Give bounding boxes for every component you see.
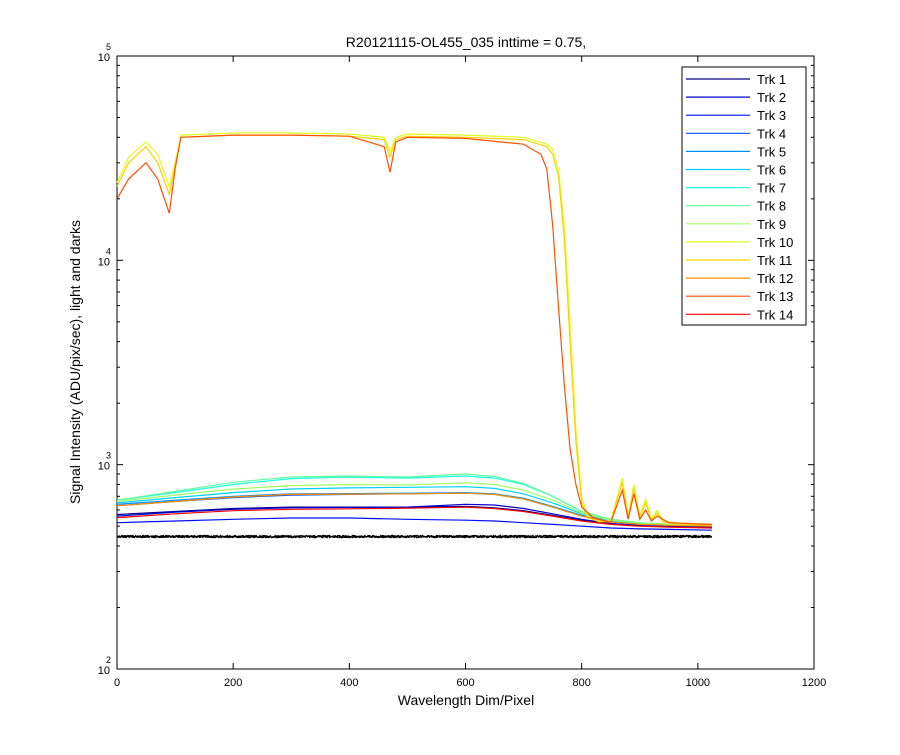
series-line-trk-14 bbox=[116, 506, 712, 529]
y-tick-exponent: 2 bbox=[106, 655, 111, 665]
legend-label: Trk 4 bbox=[757, 126, 786, 141]
x-tick-label: 400 bbox=[340, 677, 358, 689]
series-line-trk-3 bbox=[116, 517, 712, 531]
legend-label: Trk 1 bbox=[757, 72, 786, 87]
y-tick-label: 10 bbox=[98, 256, 110, 268]
x-tick-label: 800 bbox=[572, 677, 590, 689]
axis-ticks bbox=[116, 55, 815, 670]
legend-label: Trk 5 bbox=[757, 144, 786, 159]
legend-label: Trk 12 bbox=[757, 271, 793, 286]
legend-label: Trk 6 bbox=[757, 163, 786, 178]
y-axis-label: Signal Intensity (ADU/pix/sec), light an… bbox=[67, 220, 83, 504]
series-line-trk-12 bbox=[116, 492, 712, 527]
y-tick-exponent: 3 bbox=[106, 451, 111, 461]
dark-trace-line bbox=[116, 534, 713, 539]
legend-label: Trk 10 bbox=[757, 235, 793, 250]
x-tick-labels: 0 200 400 600 800 1000 1200 bbox=[114, 677, 826, 689]
x-axis-label: Wavelength Dim/Pixel bbox=[398, 692, 534, 708]
chart-title: R20121115-OL455_035 inttime = 0.75, bbox=[346, 34, 586, 50]
x-tick-label: 600 bbox=[456, 677, 474, 689]
x-tick-label: 0 bbox=[114, 677, 120, 689]
legend-label: Trk 7 bbox=[757, 181, 786, 196]
legend-label: Trk 11 bbox=[757, 253, 792, 268]
legend-label: Trk 13 bbox=[757, 289, 793, 304]
legend-box bbox=[681, 66, 807, 326]
x-tick-label: 1200 bbox=[802, 677, 826, 689]
y-tick-label: 10 bbox=[98, 52, 110, 64]
x-tick-label: 200 bbox=[224, 677, 242, 689]
y-tick-exponent: 4 bbox=[106, 246, 111, 256]
series-line-trk-13 bbox=[116, 134, 712, 525]
legend-label: Trk 3 bbox=[757, 108, 786, 123]
series-line-trk-9 bbox=[116, 482, 712, 526]
series-line-trk-10 bbox=[116, 132, 712, 525]
legend-label: Trk 9 bbox=[757, 217, 786, 232]
series-lines bbox=[116, 132, 712, 531]
legend-label: Trk 2 bbox=[757, 90, 786, 105]
legend-label: Trk 8 bbox=[757, 199, 786, 214]
dark-current-lines bbox=[116, 534, 713, 539]
x-tick-label: 1000 bbox=[686, 677, 710, 689]
legend: Trk 1 Trk 2 Trk 3 Trk 4 Trk 5 Trk 6 Trk 7 Trk 8… bbox=[681, 66, 807, 326]
y-tick-label: 10 bbox=[98, 461, 110, 473]
legend-items: Trk 1 Trk 2 Trk 3 Trk 4 Trk 5 Trk 6 Trk 7 Trk 8… bbox=[686, 72, 793, 322]
legend-label: Trk 14 bbox=[757, 307, 793, 322]
series-line-trk-2 bbox=[116, 503, 712, 529]
y-tick-exponent: 5 bbox=[106, 42, 111, 52]
y-tick-label: 10 bbox=[98, 665, 110, 677]
